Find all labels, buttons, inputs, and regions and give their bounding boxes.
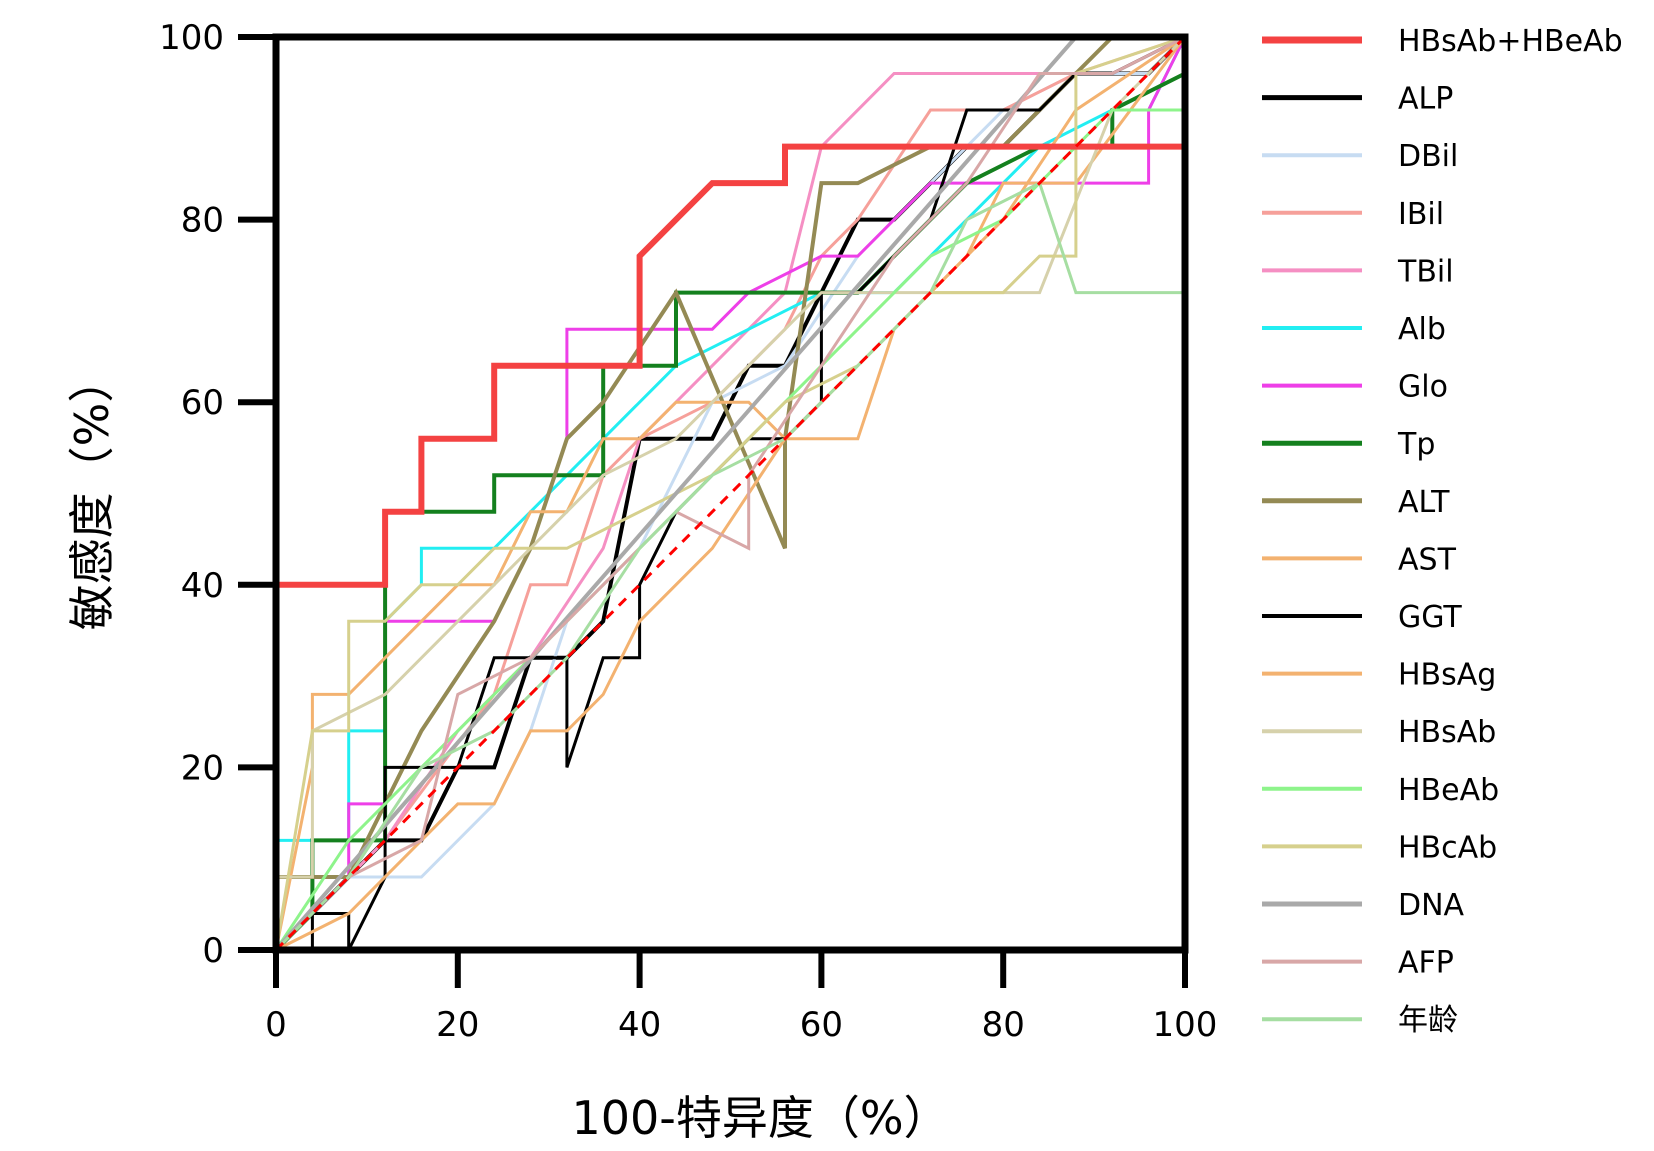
legend-label: ALT (1398, 485, 1450, 520)
legend-item-alt: ALT (1262, 485, 1450, 520)
legend-label: Glo (1398, 370, 1448, 405)
legend-label: DBil (1398, 139, 1458, 174)
legend-label: Tp (1397, 427, 1435, 462)
legend-item-hbsag: HBsAg (1262, 658, 1496, 693)
legend-item-afp: AFP (1262, 946, 1454, 981)
x-tick-label-100: 100 (1153, 1005, 1218, 1045)
legend-label: AFP (1398, 946, 1454, 981)
y-tick-label-40: 40 (181, 566, 224, 606)
labels-layer: 0 20 40 60 80 100 0 20 40 60 80 100 100-特异度（%） 敏感度（%） (65, 18, 1217, 1145)
legend-label: HBsAb (1398, 715, 1496, 750)
y-axis-title: 敏感度（%） (65, 357, 119, 631)
curves-layer (273, 35, 1188, 952)
legend-item-年龄: 年龄 (1262, 1003, 1458, 1038)
legend-label: IBil (1398, 197, 1444, 232)
legend-label: HBsAb+HBeAb (1398, 24, 1623, 59)
legend-item-hbcab: HBcAb (1262, 830, 1497, 865)
legend-item-ibil: IBil (1262, 197, 1444, 232)
legend-label: TBil (1397, 254, 1454, 289)
legend-item-tp: Tp (1262, 427, 1435, 462)
legend-item-tbil: TBil (1262, 254, 1454, 289)
curve-ast (274, 36, 1187, 951)
curve-hbeab (274, 108, 1187, 951)
x-tick-label-0: 0 (265, 1005, 287, 1045)
x-axis-title: 100-特异度（%） (571, 1091, 949, 1145)
x-tick-label-40: 40 (618, 1005, 661, 1045)
curve-年龄 (274, 146, 1187, 952)
legend-layer: HBsAb+HBeAb ALP DBil IBil TBil Alb Glo Tp ALT AST… (1262, 24, 1623, 1038)
legend-item-hbsab: HBsAb (1262, 715, 1496, 750)
legend-label: 年龄 (1398, 1003, 1458, 1038)
y-tick-label-60: 60 (181, 383, 224, 423)
legend-item-hbsab-hbeab: HBsAb+HBeAb (1262, 24, 1623, 59)
legend-label: DNA (1398, 888, 1465, 923)
y-tick-label-20: 20 (181, 748, 224, 788)
legend-item-dna: DNA (1262, 888, 1465, 923)
x-tick-label-20: 20 (436, 1005, 479, 1045)
legend-item-ggt: GGT (1262, 600, 1462, 635)
x-tick-label-80: 80 (982, 1005, 1025, 1045)
axes-layer (238, 33, 1189, 988)
y-tick-label-0: 0 (202, 931, 224, 971)
curve-hbcab (274, 35, 1186, 951)
legend-label: AST (1398, 542, 1457, 577)
legend-label: HBsAg (1398, 658, 1496, 693)
x-tick-label-60: 60 (800, 1005, 843, 1045)
legend-item-hbeab: HBeAb (1262, 773, 1499, 808)
curve-alt (274, 35, 1185, 950)
legend-item-alb: Alb (1262, 312, 1446, 347)
legend-label: Alb (1398, 312, 1446, 347)
legend-label: HBcAb (1398, 830, 1497, 865)
y-tick-label-100: 100 (159, 18, 224, 58)
legend-item-glo: Glo (1262, 370, 1448, 405)
legend-label: HBeAb (1398, 773, 1499, 808)
legend-item-dbil: DBil (1262, 139, 1458, 174)
legend-label: ALP (1398, 82, 1453, 117)
curve-hbsab-hbeab (273, 37, 1188, 950)
legend-item-ast: AST (1262, 542, 1457, 577)
y-tick-label-80: 80 (181, 201, 224, 241)
plot-frame (272, 33, 1189, 954)
curve-ggt (276, 35, 1186, 952)
legend-label: GGT (1398, 600, 1462, 635)
legend-item-alp: ALP (1262, 82, 1453, 117)
